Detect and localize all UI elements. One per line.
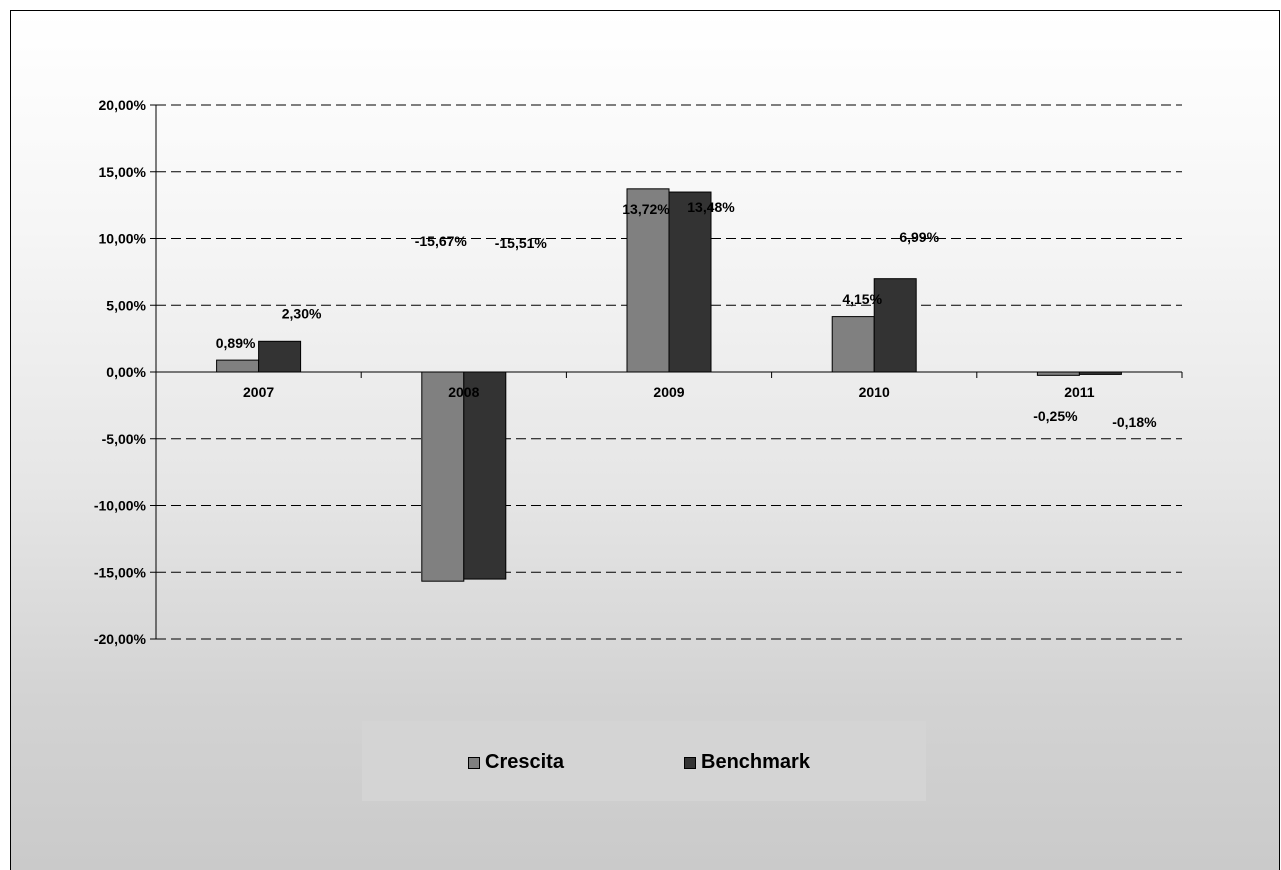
legend-swatch-benchmark bbox=[684, 756, 696, 769]
data-label-crescita-2009: 13,72% bbox=[622, 201, 670, 217]
y-tick-label: 20,00% bbox=[99, 97, 147, 113]
data-label-benchmark-2011: -0,18% bbox=[1112, 414, 1157, 430]
y-tick-label: -10,00% bbox=[94, 498, 147, 514]
legend-swatch-crescita bbox=[468, 756, 480, 769]
bar-benchmark-2008 bbox=[463, 371, 507, 580]
legend-item-crescita: Crescita bbox=[468, 751, 564, 774]
bar-crescita-2010 bbox=[831, 316, 875, 373]
x-tick-label: 2010 bbox=[859, 384, 890, 400]
data-label-crescita-2010: 4,15% bbox=[842, 291, 882, 307]
y-tick-label: 5,00% bbox=[106, 297, 146, 313]
legend: Crescita Benchmark bbox=[362, 721, 926, 801]
data-label-benchmark-2009: 13,48% bbox=[687, 199, 735, 215]
y-tick-label: -5,00% bbox=[102, 431, 147, 447]
data-label-benchmark-2008: -15,51% bbox=[495, 235, 548, 251]
bar-crescita-2008 bbox=[421, 371, 465, 582]
data-label-crescita-2008: -15,67% bbox=[415, 233, 468, 249]
bar-benchmark-2010 bbox=[873, 278, 917, 373]
data-label-crescita-2007: 0,89% bbox=[216, 335, 256, 351]
bar-crescita-2007 bbox=[216, 359, 260, 373]
data-label-benchmark-2010: 6,99% bbox=[899, 229, 939, 245]
legend-label-crescita: Crescita bbox=[485, 751, 564, 773]
y-tick-label: -20,00% bbox=[94, 631, 147, 647]
x-tick-label: 2007 bbox=[243, 384, 274, 400]
bar-crescita-2009 bbox=[626, 188, 670, 373]
y-tick-label: 15,00% bbox=[99, 164, 147, 180]
legend-label-benchmark: Benchmark bbox=[701, 751, 810, 773]
x-tick-label: 2009 bbox=[653, 384, 684, 400]
bar-crescita-2011 bbox=[1036, 371, 1080, 376]
x-tick-label: 2008 bbox=[448, 384, 479, 400]
y-tick-label: 0,00% bbox=[106, 364, 146, 380]
y-tick-label: -15,00% bbox=[94, 564, 147, 580]
bar-benchmark-2007 bbox=[258, 340, 302, 373]
data-label-benchmark-2007: 2,30% bbox=[282, 305, 322, 321]
data-label-crescita-2011: -0,25% bbox=[1033, 408, 1078, 424]
legend-item-benchmark: Benchmark bbox=[684, 751, 810, 774]
bar-benchmark-2009 bbox=[668, 191, 712, 373]
y-tick-label: 10,00% bbox=[99, 231, 147, 247]
x-tick-label: 2011 bbox=[1064, 384, 1095, 400]
